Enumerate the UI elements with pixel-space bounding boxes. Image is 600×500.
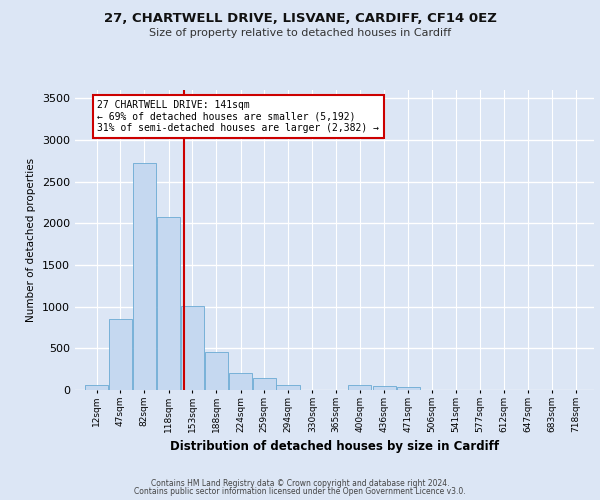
Bar — [349, 384, 371, 390]
Bar — [397, 387, 419, 390]
Bar — [85, 385, 108, 390]
Bar — [253, 378, 276, 390]
Bar — [229, 374, 252, 390]
Text: Contains HM Land Registry data © Crown copyright and database right 2024.: Contains HM Land Registry data © Crown c… — [151, 478, 449, 488]
Bar — [181, 306, 204, 390]
X-axis label: Distribution of detached houses by size in Cardiff: Distribution of detached houses by size … — [170, 440, 499, 454]
Text: Size of property relative to detached houses in Cardiff: Size of property relative to detached ho… — [149, 28, 451, 38]
Text: 27, CHARTWELL DRIVE, LISVANE, CARDIFF, CF14 0EZ: 27, CHARTWELL DRIVE, LISVANE, CARDIFF, C… — [104, 12, 496, 26]
Bar — [109, 319, 132, 390]
Y-axis label: Number of detached properties: Number of detached properties — [26, 158, 37, 322]
Bar — [133, 162, 156, 390]
Bar — [277, 384, 299, 390]
Bar — [205, 352, 227, 390]
Bar — [157, 216, 180, 390]
Text: Contains public sector information licensed under the Open Government Licence v3: Contains public sector information licen… — [134, 487, 466, 496]
Text: 27 CHARTWELL DRIVE: 141sqm
← 69% of detached houses are smaller (5,192)
31% of s: 27 CHARTWELL DRIVE: 141sqm ← 69% of deta… — [97, 100, 379, 133]
Bar — [373, 386, 396, 390]
